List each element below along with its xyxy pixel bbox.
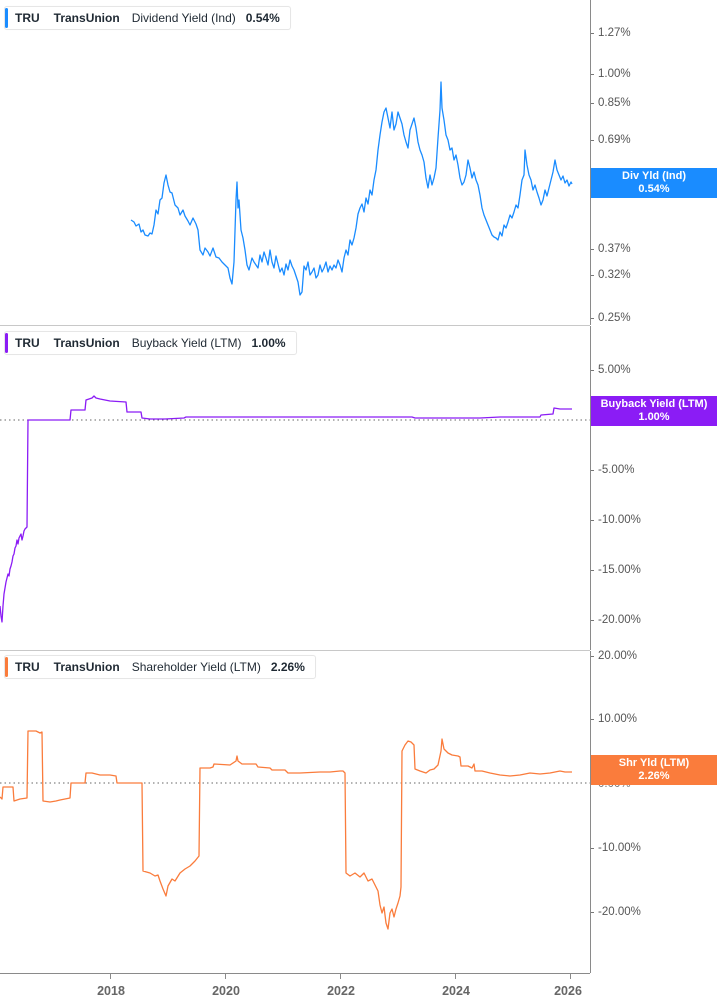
legend-ticker: TRU <box>15 336 40 350</box>
flag-value: 1.00% <box>638 411 670 423</box>
y-tick: 0.37% <box>591 243 631 255</box>
panel-buyback-yield: TRU TransUnion Buyback Yield (LTM) 1.00%… <box>0 326 717 650</box>
buyback-yield-line <box>0 395 590 623</box>
flag-value: 2.26% <box>638 770 670 782</box>
value-flag-dividend-yield: Div Yld (Ind) 0.54% <box>591 168 717 198</box>
legend-ticker: TRU <box>15 11 40 25</box>
y-tick: 5.00% <box>591 364 631 376</box>
x-tick <box>340 974 341 979</box>
y-tick: 10.00% <box>590 713 638 725</box>
x-tick <box>455 974 456 979</box>
legend-metric: Shareholder Yield (LTM) <box>131 660 261 674</box>
legend-buyback-yield[interactable]: TRU TransUnion Buyback Yield (LTM) 1.00% <box>4 331 297 355</box>
legend-dividend-yield[interactable]: TRU TransUnion Dividend Yield (Ind) 0.54… <box>4 6 291 30</box>
y-tick: -15.00% <box>591 564 641 576</box>
plot-area-shareholder-yield[interactable] <box>0 651 591 973</box>
legend-metric: Dividend Yield (Ind) <box>131 11 236 25</box>
shareholder-yield-line <box>0 730 590 930</box>
legend-company: TransUnion <box>53 660 120 674</box>
plot-area-dividend-yield[interactable] <box>0 0 591 325</box>
y-tick: 0.32% <box>591 269 631 281</box>
legend-value: 1.00% <box>251 336 286 350</box>
y-tick: -10.00% <box>591 514 641 526</box>
x-axis <box>0 973 590 974</box>
legend-shareholder-yield[interactable]: TRU TransUnion Shareholder Yield (LTM) 2… <box>4 655 316 679</box>
y-tick: 0.25% <box>591 312 631 324</box>
y-tick: 0.69% <box>591 134 631 146</box>
legend-company: TransUnion <box>53 11 120 25</box>
flag-value: 0.54% <box>638 183 670 195</box>
panel-shareholder-yield: TRU TransUnion Shareholder Yield (LTM) 2… <box>0 650 717 973</box>
legend-color-swatch <box>5 333 8 353</box>
x-tick <box>110 974 111 979</box>
legend-ticker: TRU <box>15 660 40 674</box>
y-tick: 0.85% <box>591 97 631 109</box>
x-tick <box>225 974 226 979</box>
panel-divider <box>0 650 590 651</box>
x-tick-label: 2026 <box>554 984 582 998</box>
flag-label: Div Yld (Ind) <box>622 170 686 182</box>
y-tick: -20.00% <box>591 614 641 626</box>
value-flag-buyback-yield: Buyback Yield (LTM) 1.00% <box>591 396 717 426</box>
plot-area-buyback-yield[interactable] <box>0 326 591 650</box>
flag-label: Buyback Yield (LTM) <box>600 398 708 410</box>
flag-label: Shr Yld (LTM) <box>618 757 690 769</box>
x-tick <box>570 974 571 979</box>
y-tick: -10.00% <box>591 842 641 854</box>
legend-value: 0.54% <box>245 11 280 25</box>
y-tick: -20.00% <box>591 906 641 918</box>
legend-color-swatch <box>5 657 8 677</box>
y-tick: -5.00% <box>590 464 635 476</box>
legend-company: TransUnion <box>53 336 120 350</box>
x-tick-label: 2022 <box>327 984 355 998</box>
legend-color-swatch <box>5 8 8 28</box>
legend-metric: Buyback Yield (LTM) <box>131 336 242 350</box>
panel-dividend-yield: TRU TransUnion Dividend Yield (Ind) 0.54… <box>0 0 717 325</box>
x-tick-label: 2024 <box>442 984 470 998</box>
value-flag-shareholder-yield: Shr Yld (LTM) 2.26% <box>591 755 717 785</box>
legend-value: 2.26% <box>270 660 305 674</box>
panel-divider <box>0 325 590 326</box>
y-tick: 20.00% <box>590 650 638 662</box>
y-tick: 1.27% <box>591 27 631 39</box>
dividend-yield-line <box>130 81 573 296</box>
y-tick: 1.00% <box>591 68 631 80</box>
x-tick-label: 2020 <box>212 984 240 998</box>
x-tick-label: 2018 <box>97 984 125 998</box>
